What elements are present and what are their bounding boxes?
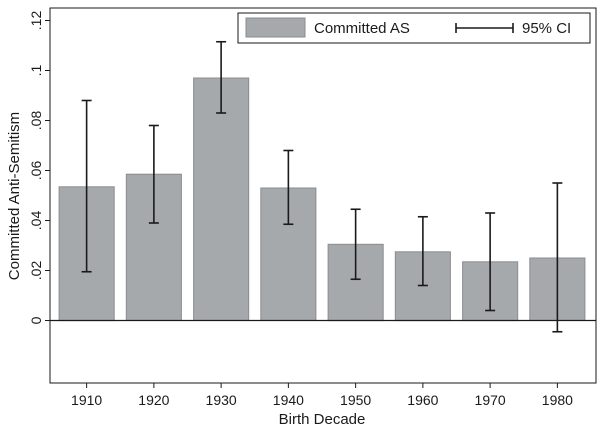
error-bar-1930	[216, 40, 227, 114]
legend-ci-symbol	[455, 23, 514, 33]
y-tick-label: .08	[28, 111, 44, 131]
error-bar-1960	[417, 215, 428, 287]
x-tick-label: 1980	[542, 392, 573, 408]
x-axis: 1910 1920 1930 1940 1950 1960 1970 1980	[71, 383, 573, 408]
x-tick-label: 1930	[206, 392, 237, 408]
error-bar-1970	[485, 212, 496, 312]
y-tick-label: .12	[28, 11, 44, 31]
x-tick-label: 1940	[273, 392, 304, 408]
x-tick-label: 1910	[71, 392, 102, 408]
y-tick-label: .06	[28, 161, 44, 181]
error-bars-layer	[81, 40, 563, 333]
plot-frame	[49, 7, 597, 384]
x-tick-label: 1970	[475, 392, 506, 408]
bars-layer	[58, 77, 586, 322]
error-bar-1980	[552, 182, 563, 333]
error-bar-1950	[350, 208, 361, 281]
y-axis: 0 .02 .04 .06 .08 .1 .12	[28, 11, 50, 324]
x-tick-label: 1950	[340, 392, 371, 408]
legend-label-ci: 95% CI	[522, 20, 571, 37]
legend: Committed AS 95% CI	[237, 12, 591, 44]
bar-1930	[193, 77, 250, 321]
x-tick-label: 1960	[407, 392, 438, 408]
error-bar-1920	[148, 124, 159, 224]
x-axis-title: Birth Decade	[279, 411, 366, 428]
x-tick-label: 1920	[138, 392, 169, 408]
legend-label-committed-as: Committed AS	[314, 20, 410, 37]
y-tick-label: .02	[28, 261, 44, 281]
y-tick-label: .1	[28, 64, 44, 76]
y-axis-title: Committed Anti-Semitism	[6, 112, 23, 280]
y-tick-label: .04	[28, 211, 44, 231]
legend-swatch-committed-as	[245, 17, 306, 38]
error-bar-1910	[81, 99, 92, 273]
error-bar-1940	[283, 149, 294, 226]
y-tick-label: 0	[28, 316, 44, 324]
